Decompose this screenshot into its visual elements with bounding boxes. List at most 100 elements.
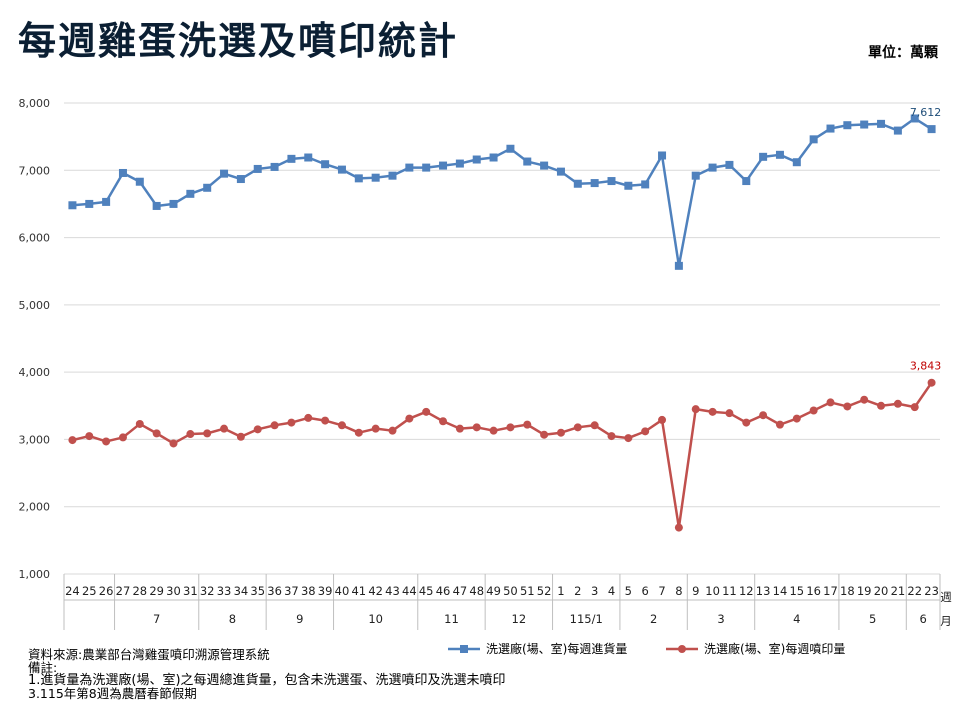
data-point-printed bbox=[118, 433, 127, 442]
data-point-printed bbox=[540, 430, 549, 439]
y-tick-label: 2,000 bbox=[19, 501, 51, 514]
data-point-printed bbox=[607, 432, 616, 441]
data-point-printed bbox=[843, 402, 852, 411]
x-tick-month: 6 bbox=[919, 612, 926, 626]
y-tick-label: 7,000 bbox=[19, 164, 51, 177]
x-tick-month: 3 bbox=[717, 612, 724, 626]
data-point-intake bbox=[304, 153, 313, 162]
x-tick-week: 13 bbox=[756, 584, 771, 598]
x-tick-week: 16 bbox=[806, 584, 821, 598]
x-tick-month: 11 bbox=[444, 612, 459, 626]
data-point-intake bbox=[371, 173, 380, 182]
x-tick-week: 22 bbox=[907, 584, 922, 598]
data-point-intake bbox=[607, 177, 616, 186]
data-point-intake bbox=[85, 199, 94, 208]
data-point-printed bbox=[674, 523, 683, 532]
x-tick-week: 52 bbox=[537, 584, 552, 598]
data-point-printed bbox=[641, 427, 650, 436]
x-tick-week: 51 bbox=[520, 584, 535, 598]
x-tick-week: 28 bbox=[132, 584, 147, 598]
footnotes: 資料來源:農業部台灣雞蛋噴印溯源管理系統 備註: 1.進貨量為洗選廠(場、室)之… bbox=[28, 648, 506, 700]
data-point-printed bbox=[186, 430, 195, 439]
data-point-printed bbox=[893, 399, 902, 408]
x-tick-month: 12 bbox=[512, 612, 527, 626]
data-point-intake bbox=[354, 174, 363, 183]
data-point-intake bbox=[641, 180, 650, 189]
data-point-intake bbox=[455, 159, 464, 168]
data-point-intake bbox=[877, 119, 886, 128]
x-tick-week: 34 bbox=[234, 584, 249, 598]
data-point-printed bbox=[169, 439, 178, 448]
x-tick-week: 7 bbox=[658, 584, 665, 598]
data-point-printed bbox=[135, 419, 144, 428]
x-tick-week: 15 bbox=[789, 584, 804, 598]
legend-item-intake: 洗選廠(場、室)每週進貨量 bbox=[448, 640, 627, 657]
x-tick-month: 9 bbox=[296, 612, 303, 626]
data-point-printed bbox=[792, 414, 801, 423]
data-point-intake bbox=[927, 125, 936, 134]
data-point-printed bbox=[506, 423, 515, 432]
x-tick-month: 115/1 bbox=[570, 612, 603, 626]
x-tick-month: 5 bbox=[869, 612, 876, 626]
data-point-intake bbox=[826, 124, 835, 133]
data-point-intake bbox=[691, 171, 700, 180]
data-point-printed bbox=[826, 398, 835, 407]
x-tick-week: 6 bbox=[642, 584, 649, 598]
data-point-printed bbox=[691, 405, 700, 414]
legend-marker-printed bbox=[666, 644, 698, 653]
data-point-intake bbox=[489, 153, 498, 162]
series-line-0 bbox=[72, 117, 933, 268]
data-point-intake bbox=[792, 158, 801, 167]
chart-title: 每週雞蛋洗選及噴印統計 bbox=[18, 18, 459, 63]
data-point-intake bbox=[405, 163, 414, 172]
y-tick-label: 3,000 bbox=[19, 433, 51, 446]
data-point-intake bbox=[708, 163, 717, 172]
data-point-printed bbox=[287, 418, 296, 427]
data-point-intake bbox=[742, 177, 751, 186]
x-tick-week: 43 bbox=[385, 584, 400, 598]
x-tick-week: 10 bbox=[705, 584, 720, 598]
data-point-intake bbox=[540, 161, 549, 170]
data-label-last-0: 7,612 bbox=[910, 106, 942, 119]
data-point-printed bbox=[304, 413, 313, 422]
data-point-printed bbox=[590, 421, 599, 430]
data-point-intake bbox=[809, 135, 818, 144]
data-point-printed bbox=[523, 420, 532, 429]
x-tick-week: 24 bbox=[65, 584, 80, 598]
data-point-intake bbox=[506, 144, 515, 153]
x-tick-week: 31 bbox=[183, 584, 198, 598]
data-point-printed bbox=[573, 423, 582, 432]
data-point-printed bbox=[860, 395, 869, 404]
y-tick-label: 8,000 bbox=[19, 97, 51, 110]
x-tick-month: 2 bbox=[650, 612, 657, 626]
x-tick-month: 7 bbox=[153, 612, 160, 626]
data-point-intake bbox=[674, 261, 683, 270]
data-point-intake bbox=[186, 189, 195, 198]
x-tick-week: 11 bbox=[722, 584, 737, 598]
x-tick-week: 29 bbox=[149, 584, 164, 598]
data-point-printed bbox=[472, 423, 481, 432]
x-tick-week: 27 bbox=[116, 584, 131, 598]
data-point-printed bbox=[68, 436, 77, 445]
x-tick-week: 3 bbox=[591, 584, 598, 598]
legend-item-printed: 洗選廠(場、室)每週噴印量 bbox=[666, 640, 845, 657]
x-tick-week: 41 bbox=[351, 584, 366, 598]
data-point-intake bbox=[725, 160, 734, 169]
x-tick-week: 2 bbox=[574, 584, 581, 598]
data-point-intake bbox=[287, 154, 296, 163]
data-point-intake bbox=[775, 150, 784, 159]
data-point-intake bbox=[439, 161, 448, 170]
data-point-printed bbox=[455, 424, 464, 433]
data-point-intake bbox=[893, 126, 902, 135]
x-tick-week: 50 bbox=[503, 584, 518, 598]
legend-label-intake: 洗選廠(場、室)每週進貨量 bbox=[486, 642, 628, 656]
data-point-intake bbox=[759, 152, 768, 161]
data-point-intake bbox=[236, 175, 245, 184]
x-tick-month: 8 bbox=[229, 612, 236, 626]
data-point-printed bbox=[877, 401, 886, 410]
x-tick-week: 14 bbox=[773, 584, 788, 598]
x-tick-week: 37 bbox=[284, 584, 299, 598]
data-point-printed bbox=[927, 378, 936, 387]
data-point-intake bbox=[152, 201, 161, 210]
x-tick-week: 47 bbox=[453, 584, 468, 598]
